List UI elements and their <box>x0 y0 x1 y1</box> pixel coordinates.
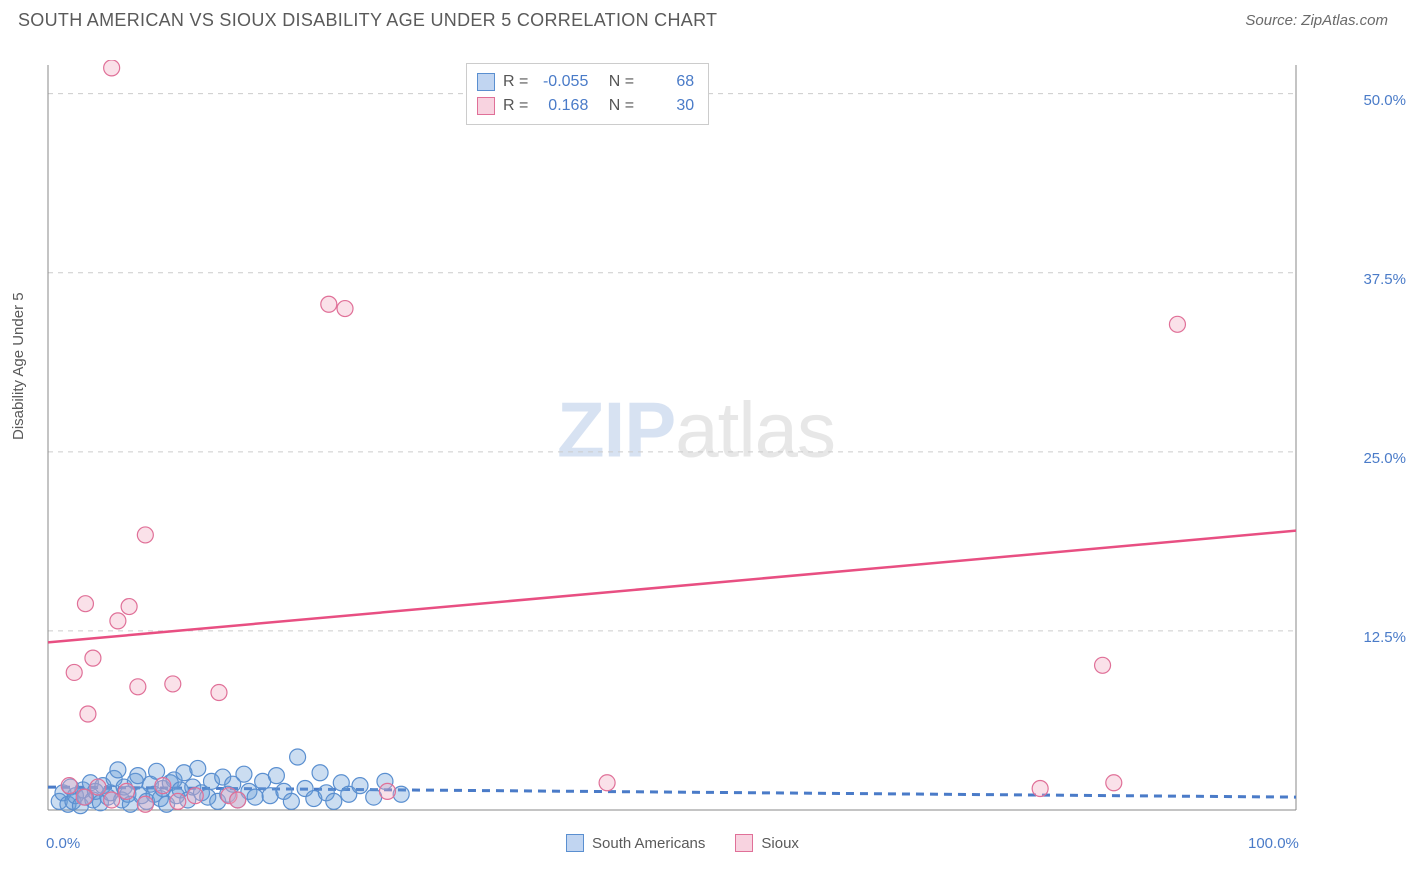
y-tick-label: 12.5% <box>1351 629 1406 646</box>
r-label: R = <box>503 94 528 118</box>
scatter-point <box>1095 657 1111 673</box>
scatter-point <box>352 778 368 794</box>
scatter-point <box>337 301 353 317</box>
legend-item-pink: Sioux <box>735 834 799 852</box>
scatter-point <box>121 599 137 615</box>
r-value-blue: -0.055 <box>536 70 588 94</box>
scatter-point <box>170 793 186 809</box>
y-tick-label: 25.0% <box>1351 450 1406 467</box>
scatter-point <box>119 783 135 799</box>
scatter-point <box>290 749 306 765</box>
n-label: N = <box>609 94 634 118</box>
n-value-blue: 68 <box>642 70 694 94</box>
scatter-point <box>61 778 77 794</box>
scatter-point <box>599 775 615 791</box>
bottom-legend: South Americans Sioux <box>566 834 799 852</box>
scatter-point <box>230 792 246 808</box>
scatter-point <box>130 679 146 695</box>
scatter-point <box>137 527 153 543</box>
y-tick-label: 50.0% <box>1351 92 1406 109</box>
x-tick-label: 100.0% <box>1248 835 1299 852</box>
swatch-blue-icon <box>477 73 495 91</box>
scatter-point <box>326 793 342 809</box>
scatter-point <box>268 768 284 784</box>
trend-line-pink <box>48 531 1296 643</box>
scatter-point <box>1169 316 1185 332</box>
scatter-point <box>76 789 92 805</box>
source-value: ZipAtlas.com <box>1301 12 1388 29</box>
y-tick-label: 37.5% <box>1351 271 1406 288</box>
scatter-point <box>104 60 120 76</box>
scatter-point <box>312 765 328 781</box>
chart-title: SOUTH AMERICAN VS SIOUX DISABILITY AGE U… <box>18 10 717 31</box>
chart-header: SOUTH AMERICAN VS SIOUX DISABILITY AGE U… <box>0 0 1406 37</box>
source-attribution: Source: ZipAtlas.com <box>1245 12 1388 29</box>
legend-label-pink: Sioux <box>761 835 799 852</box>
scatter-point <box>211 685 227 701</box>
x-tick-label: 0.0% <box>46 835 80 852</box>
scatter-point <box>149 763 165 779</box>
swatch-pink-icon <box>735 834 753 852</box>
scatter-point <box>66 664 82 680</box>
source-label: Source: <box>1245 12 1297 29</box>
scatter-point <box>1032 781 1048 797</box>
r-value-pink: 0.168 <box>536 94 588 118</box>
scatter-point <box>104 792 120 808</box>
y-axis-label: Disability Age Under 5 <box>10 292 27 440</box>
scatter-point <box>165 676 181 692</box>
scatter-point <box>1106 775 1122 791</box>
swatch-pink-icon <box>477 97 495 115</box>
n-value-pink: 30 <box>642 94 694 118</box>
stats-legend-box: R = -0.055 N = 68 R = 0.168 N = 30 <box>466 63 709 125</box>
chart-plot-area: ZIPatlas R = -0.055 N = 68 R = 0.168 N =… <box>46 60 1346 830</box>
scatter-point <box>321 296 337 312</box>
scatter-point <box>90 779 106 795</box>
scatter-point <box>85 650 101 666</box>
scatter-point <box>110 762 126 778</box>
stats-row-blue: R = -0.055 N = 68 <box>477 70 694 94</box>
scatter-point <box>247 789 263 805</box>
scatter-point <box>283 793 299 809</box>
legend-label-blue: South Americans <box>592 835 705 852</box>
r-label: R = <box>503 70 528 94</box>
scatter-point <box>77 596 93 612</box>
scatter-point <box>137 796 153 812</box>
scatter-point <box>379 783 395 799</box>
legend-item-blue: South Americans <box>566 834 705 852</box>
scatter-point <box>110 613 126 629</box>
scatter-point <box>80 706 96 722</box>
swatch-blue-icon <box>566 834 584 852</box>
scatter-point <box>187 788 203 804</box>
scatter-svg <box>46 60 1346 830</box>
stats-row-pink: R = 0.168 N = 30 <box>477 94 694 118</box>
scatter-point <box>236 766 252 782</box>
scatter-point <box>155 778 171 794</box>
n-label: N = <box>609 70 634 94</box>
scatter-point <box>190 760 206 776</box>
